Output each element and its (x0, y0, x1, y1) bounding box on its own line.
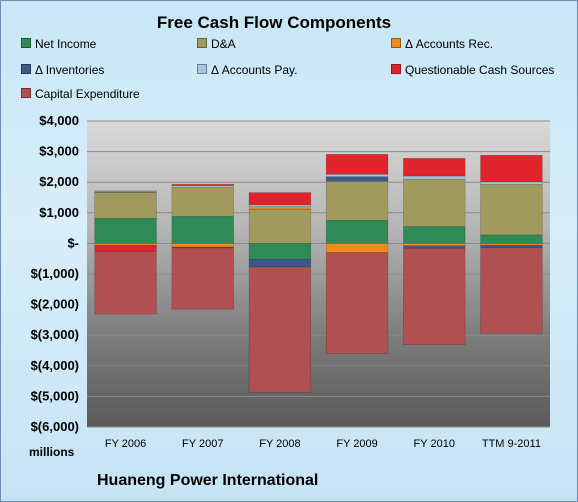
x-tick-labels: FY 2006 FY 2007 FY 2008 FY 2009 FY 2010 TTM 9… (105, 438, 541, 450)
legend-label: Δ Inventories (35, 63, 105, 77)
chart-title: Free Cash Flow Components (156, 13, 392, 32)
bar-segment (480, 247, 543, 334)
legend-swatch (21, 64, 31, 74)
bar-segment (325, 173, 389, 177)
bar-segment (325, 176, 389, 182)
y-tick-label: $(5,000) (31, 388, 79, 403)
legend-label: Δ Accounts Rec. (405, 37, 494, 51)
bar-segment (403, 158, 466, 177)
legend-item: D&A (197, 37, 236, 51)
bar-segment (403, 247, 466, 345)
y-axis-label: millions (29, 445, 75, 459)
legend-item: Questionable Cash Sources (391, 63, 554, 77)
bar-segment (325, 243, 389, 253)
legend-label: D&A (211, 37, 236, 51)
y-tick-label: $3,000 (39, 144, 79, 159)
legend-item: Δ Inventories (21, 63, 104, 77)
bar-segment (403, 175, 466, 180)
bar-segment (171, 243, 234, 248)
gridlines (87, 120, 550, 428)
bar-segment (480, 234, 543, 244)
y-tick-label: $(2,000) (31, 297, 79, 312)
bar-segment (248, 208, 312, 244)
y-tick-label: $(6,000) (31, 419, 79, 434)
bar-segment (94, 244, 157, 252)
legend-swatch (197, 38, 207, 48)
legend-item: Net Income (21, 37, 96, 51)
bar-segment (171, 247, 234, 310)
bar-segment (171, 184, 234, 186)
legend-label: Δ Accounts Pay. (211, 63, 298, 77)
legend-swatch (197, 64, 207, 74)
bar-segment (171, 216, 234, 244)
legend-label: Questionable Cash Sources (405, 63, 555, 77)
y-tick-label: $(3,000) (31, 327, 79, 342)
bar-segment (94, 251, 157, 315)
y-tick-label: $4,000 (39, 113, 79, 128)
bar-segment (403, 226, 466, 244)
bar-segment (403, 178, 466, 227)
legend-swatch (21, 88, 31, 98)
y-tick-label: $- (67, 235, 79, 250)
legend-label: Capital Expenditure (35, 87, 140, 101)
bar-segment (325, 220, 389, 244)
bar-segment (480, 181, 543, 185)
legend-item: Δ Accounts Rec. (391, 37, 493, 51)
legend-swatch (21, 38, 31, 48)
x-tick-label: FY 2008 (259, 438, 300, 450)
bar-segment (248, 259, 312, 268)
y-tick-label: $1,000 (39, 205, 79, 220)
y-tick-labels: $4,000 $3,000 $2,000 $1,000 $- $(1,000) $(2,00… (31, 113, 79, 434)
bar-segment (94, 190, 157, 192)
y-tick-label: $2,000 (39, 174, 79, 189)
y-tick-label: $(1,000) (31, 266, 79, 281)
bar-segment (94, 191, 157, 219)
x-tick-label: TTM 9-2011 (482, 438, 541, 450)
bar-segment (325, 180, 389, 221)
bar-segment (325, 252, 389, 354)
x-tick-label: FY 2009 (336, 438, 377, 450)
x-tick-label: FY 2010 (414, 438, 455, 450)
legend-item: Δ Accounts Pay. (197, 63, 298, 77)
bar-segment (403, 243, 466, 247)
bar-segment (325, 154, 389, 175)
bar-segment (480, 244, 543, 248)
bar-segment (480, 154, 543, 183)
chart-subtitle: Huaneng Power International (97, 472, 319, 489)
bar-segment (403, 245, 466, 249)
bar-segment (248, 192, 312, 206)
bar-segment (248, 243, 312, 260)
x-tick-label: FY 2007 (182, 438, 223, 450)
bars (94, 154, 543, 393)
legend-item: Capital Expenditure (21, 87, 140, 101)
bar-segment (94, 218, 157, 244)
bar-segment (480, 184, 543, 236)
bar-segment (248, 266, 312, 393)
legend-swatch (391, 38, 401, 48)
y-tick-label: $(4,000) (31, 358, 79, 373)
bar-segment (171, 186, 234, 217)
x-tick-label: FY 2006 (105, 438, 146, 450)
bar-segment (248, 206, 312, 210)
legend-label: Net Income (35, 37, 97, 51)
legend-swatch (391, 64, 401, 74)
